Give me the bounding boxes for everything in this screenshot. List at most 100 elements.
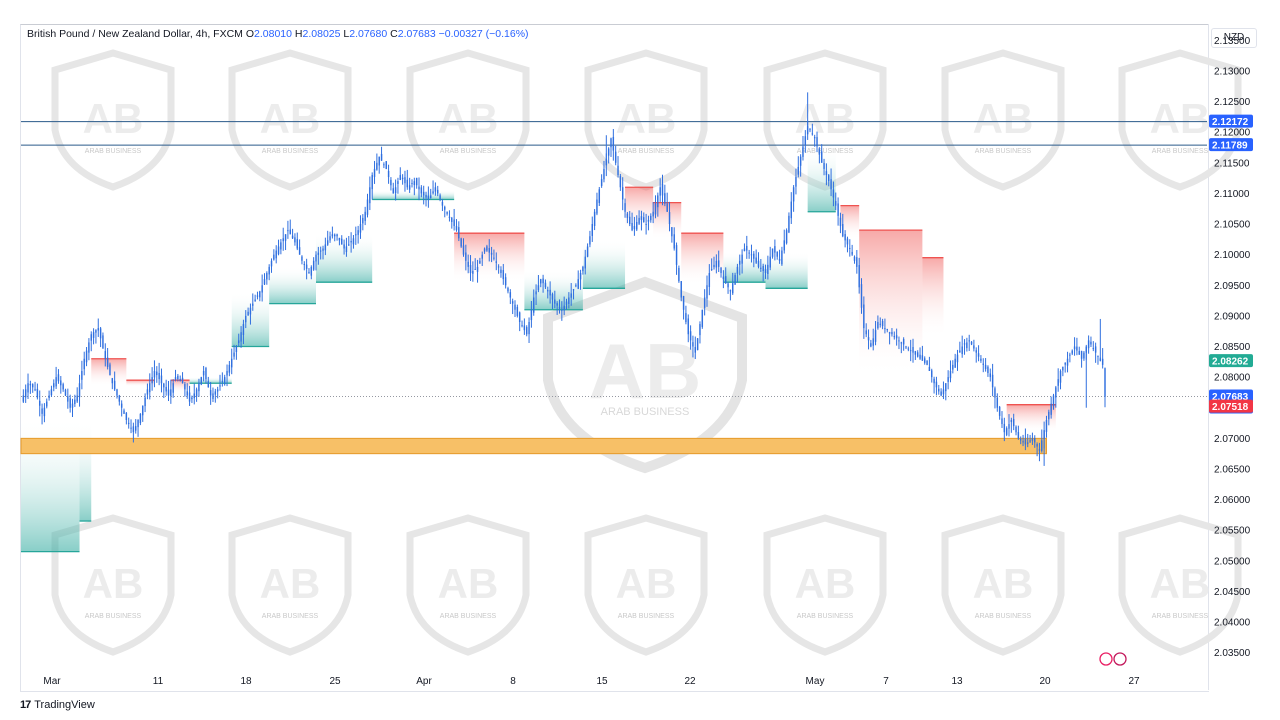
candle-body — [956, 354, 959, 363]
candle-body — [694, 347, 697, 353]
tradingview-footer[interactable]: 17 TradingView — [20, 699, 95, 711]
candle-body — [624, 203, 626, 212]
candle-body — [551, 294, 554, 300]
candle-body — [275, 250, 277, 259]
candle-body — [966, 342, 968, 349]
candle-body — [563, 305, 565, 311]
candle-body — [149, 383, 151, 393]
candle-body — [486, 246, 488, 251]
candle-body — [1017, 432, 1020, 439]
candle-body — [802, 146, 804, 157]
candle-body — [788, 215, 790, 233]
candle-body — [923, 358, 926, 363]
resistance-price-tag-bg[interactable] — [1209, 138, 1253, 152]
candle-body — [734, 275, 736, 285]
candle-body — [818, 149, 821, 155]
candle-body — [390, 179, 392, 186]
candle-body — [298, 247, 301, 255]
candle-body — [172, 383, 174, 393]
candle-body — [504, 277, 507, 286]
watermark-text: ARAB BUSINESS — [797, 613, 854, 620]
candle-body — [1045, 419, 1048, 432]
price-tag-green[interactable]: 2.08262 — [1212, 357, 1249, 368]
candle-body — [1055, 387, 1057, 398]
y-axis-tick-label: 2.11500 — [1214, 158, 1250, 169]
candle-body — [577, 279, 579, 289]
watermark-text: ARAB BUSINESS — [262, 148, 319, 155]
candle-body — [437, 189, 439, 194]
candle-body — [223, 377, 226, 385]
candle-body — [596, 199, 598, 214]
candle-body — [844, 234, 846, 241]
price-tag-red[interactable]: 2.07518 — [1212, 402, 1249, 413]
candle-body — [259, 291, 261, 298]
symbol-title[interactable]: British Pound / New Zealand Dollar, 4h, … — [27, 28, 243, 40]
candle-body — [336, 234, 338, 237]
candle-body — [284, 234, 287, 241]
candle-body — [34, 389, 36, 391]
y-axis-tick-label: 2.06000 — [1214, 495, 1251, 506]
candle-body — [310, 266, 313, 276]
x-axis-tick-label: 11 — [153, 676, 164, 687]
y-axis-tick-label: 2.04500 — [1214, 587, 1251, 598]
candle-body — [495, 261, 498, 263]
candle-body — [60, 380, 62, 386]
candle-body — [804, 136, 807, 145]
price-tag-red-bg[interactable] — [1209, 399, 1253, 413]
candle-body — [177, 375, 179, 380]
candle-body — [547, 289, 549, 292]
candle-body — [851, 251, 853, 255]
candle-body — [987, 366, 989, 374]
candle-body — [715, 260, 718, 268]
candle-body — [371, 175, 373, 190]
close-label: C — [390, 28, 398, 40]
candle-body — [420, 187, 423, 194]
candle-body — [22, 395, 25, 402]
y-axis-tick-label: 2.11000 — [1214, 189, 1250, 200]
candle-body — [582, 266, 584, 272]
candle-body — [931, 370, 933, 378]
resistance-price-tag[interactable]: 2.12172 — [1212, 117, 1249, 128]
candle-body — [85, 350, 88, 363]
candle-body — [132, 426, 135, 433]
candle-body — [99, 328, 102, 339]
candle-body — [584, 256, 586, 269]
candle-body — [469, 265, 472, 274]
candle-body — [413, 181, 416, 186]
price-tag-green-bg[interactable] — [1209, 354, 1253, 368]
chart-legend: British Pound / New Zealand Dollar, 4h, … — [27, 28, 529, 40]
y-axis-tick-label: 2.10500 — [1214, 220, 1251, 231]
candle-body — [39, 400, 41, 406]
candle-body — [432, 191, 434, 194]
currency-button[interactable]: NZD — [1211, 28, 1257, 48]
price-tag-blue[interactable]: 2.07683 — [1212, 392, 1249, 403]
candle-body — [245, 315, 247, 323]
watermark-center-shield-icon — [543, 276, 747, 474]
candle-body — [460, 238, 462, 247]
candle-body — [48, 395, 50, 399]
candle-body — [385, 161, 387, 169]
candle-body — [422, 191, 425, 196]
candle-body — [127, 422, 130, 425]
flag-event-icon[interactable] — [1113, 652, 1127, 666]
candle-body — [1078, 350, 1080, 355]
candle-body — [968, 340, 970, 342]
candle-body — [961, 346, 963, 355]
watermark-letters: AB — [616, 95, 677, 142]
candle-body — [1012, 418, 1015, 427]
watermark-text: ARAB BUSINESS — [975, 613, 1032, 620]
candle-body — [427, 195, 430, 200]
resistance-price-tag[interactable]: 2.11789 — [1212, 141, 1248, 152]
candle-body — [942, 389, 945, 395]
candle-body — [790, 201, 792, 219]
economic-event-icon[interactable] — [1099, 652, 1113, 666]
candle-body — [626, 213, 629, 218]
y-axis-tick-label: 2.09500 — [1214, 281, 1251, 292]
candle-body — [856, 257, 858, 267]
tradingview-brand: TradingView — [34, 699, 95, 711]
candle-body — [123, 410, 125, 414]
candle-body — [366, 199, 369, 215]
resistance-price-tag-bg[interactable] — [1209, 114, 1253, 128]
candle-body — [750, 254, 753, 256]
